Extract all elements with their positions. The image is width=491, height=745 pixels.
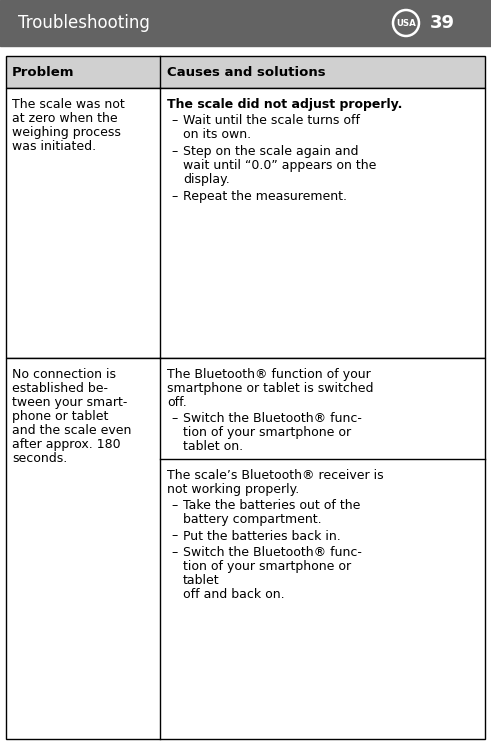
Text: smartphone or tablet is switched: smartphone or tablet is switched [167, 382, 374, 395]
Text: weighing process: weighing process [12, 126, 121, 139]
Bar [6, 88, 485, 358]
Bar [6, 358, 485, 739]
Text: tablet: tablet [183, 574, 219, 587]
Text: –: – [171, 412, 177, 425]
Text: phone or tablet: phone or tablet [12, 410, 109, 423]
Bar [0, 0, 491, 46]
Text: Take the batteries out of the: Take the batteries out of the [183, 498, 360, 512]
Text: USA: USA [396, 19, 416, 28]
Text: The scale’s Bluetooth® receiver is: The scale’s Bluetooth® receiver is [167, 469, 383, 482]
Text: –: – [171, 114, 177, 127]
Text: Step on the scale again and: Step on the scale again and [183, 145, 358, 158]
Text: Put the batteries back in.: Put the batteries back in. [183, 530, 341, 542]
Text: Switch the Bluetooth® func-: Switch the Bluetooth® func- [183, 412, 362, 425]
Text: off.: off. [167, 396, 187, 409]
Text: tion of your smartphone or: tion of your smartphone or [183, 426, 351, 439]
Text: battery compartment.: battery compartment. [183, 513, 322, 525]
Text: The scale did not adjust properly.: The scale did not adjust properly. [167, 98, 403, 111]
Text: The Bluetooth® function of your: The Bluetooth® function of your [167, 368, 371, 381]
Text: –: – [171, 145, 177, 158]
Text: Troubleshooting: Troubleshooting [18, 14, 150, 32]
Text: –: – [171, 530, 177, 542]
Text: off and back on.: off and back on. [183, 589, 285, 601]
Text: display.: display. [183, 173, 230, 186]
Text: seconds.: seconds. [12, 451, 67, 465]
Text: Switch the Bluetooth® func-: Switch the Bluetooth® func- [183, 546, 362, 559]
Text: The scale was not: The scale was not [12, 98, 125, 111]
Text: 39: 39 [430, 14, 455, 32]
Text: Repeat the measurement.: Repeat the measurement. [183, 190, 347, 203]
Text: –: – [171, 190, 177, 203]
Text: –: – [171, 546, 177, 559]
Text: tion of your smartphone or: tion of your smartphone or [183, 560, 351, 574]
Text: No connection is: No connection is [12, 368, 116, 381]
Bar [6, 56, 485, 88]
Text: established be-: established be- [12, 382, 108, 395]
Text: Causes and solutions: Causes and solutions [167, 66, 326, 78]
Text: was initiated.: was initiated. [12, 140, 96, 153]
Text: Wait until the scale turns off: Wait until the scale turns off [183, 114, 360, 127]
Text: at zero when the: at zero when the [12, 112, 118, 125]
Text: not working properly.: not working properly. [167, 483, 299, 495]
Text: and the scale even: and the scale even [12, 424, 132, 437]
Text: wait until “0.0” appears on the: wait until “0.0” appears on the [183, 159, 377, 172]
Text: after approx. 180: after approx. 180 [12, 438, 121, 451]
Text: tablet on.: tablet on. [183, 440, 243, 453]
Text: tween your smart-: tween your smart- [12, 396, 127, 409]
Text: –: – [171, 498, 177, 512]
Text: Problem: Problem [12, 66, 75, 78]
Text: on its own.: on its own. [183, 128, 251, 141]
